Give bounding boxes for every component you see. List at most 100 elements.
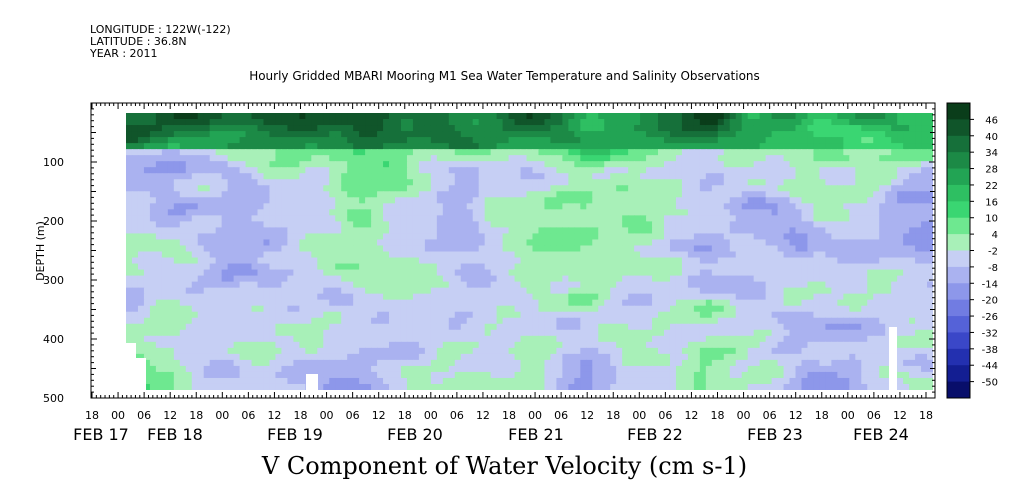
- heatmap-cell: [347, 191, 354, 198]
- heatmap-cell: [843, 113, 850, 120]
- heatmap-cell: [251, 227, 259, 235]
- heatmap-cell: [580, 317, 587, 325]
- heatmap-cell: [305, 173, 312, 180]
- heatmap-cell: [675, 155, 683, 162]
- heatmap-cell: [580, 143, 587, 150]
- heatmap-cell: [927, 191, 933, 198]
- heatmap-cell: [693, 179, 701, 186]
- heatmap-cell: [508, 329, 516, 337]
- heatmap-cell: [239, 113, 247, 120]
- heatmap-cell: [640, 305, 647, 313]
- heatmap-cell: [191, 317, 199, 325]
- heatmap-cell: [550, 299, 557, 307]
- heatmap-cell: [269, 113, 277, 120]
- heatmap-cell: [383, 185, 390, 192]
- heatmap-cell: [293, 191, 300, 198]
- heatmap-cell: [472, 161, 480, 168]
- heatmap-cell: [777, 209, 785, 216]
- heatmap-cell: [311, 269, 318, 277]
- heatmap-cell: [687, 263, 695, 271]
- heatmap-cell: [377, 197, 384, 204]
- heatmap-cell: [556, 293, 563, 301]
- heatmap-cell: [741, 131, 749, 138]
- heatmap-cell: [341, 185, 348, 192]
- heatmap-cell: [305, 245, 312, 253]
- heatmap-cell: [454, 311, 462, 319]
- heatmap-cell: [389, 239, 396, 247]
- heatmap-cell: [861, 293, 868, 301]
- heatmap-cell: [729, 131, 737, 138]
- heatmap-cell: [753, 329, 761, 337]
- heatmap-cell: [885, 137, 892, 144]
- heatmap-cell: [927, 131, 933, 138]
- heatmap-cell: [909, 233, 916, 241]
- heatmap-cell: [556, 251, 563, 259]
- heatmap-cell: [257, 299, 265, 307]
- heatmap-cell: [622, 287, 629, 295]
- heatmap-cell: [514, 191, 522, 198]
- heatmap-cell: [335, 113, 342, 120]
- heatmap-cell: [616, 293, 623, 301]
- heatmap-cell: [484, 317, 492, 325]
- heatmap-cell: [616, 287, 623, 295]
- heatmap-cell: [616, 311, 623, 319]
- heatmap-cell: [269, 293, 277, 301]
- heatmap-cell: [143, 263, 151, 271]
- heatmap-cell: [705, 221, 713, 229]
- heatmap-cell: [550, 119, 557, 126]
- heatmap-cell: [430, 287, 438, 295]
- heatmap-cell: [167, 113, 175, 120]
- heatmap-cell: [819, 161, 826, 168]
- heatmap-cell: [771, 161, 779, 168]
- heatmap-cell: [699, 191, 707, 198]
- heatmap-cell: [454, 245, 462, 253]
- heatmap-cell: [604, 251, 611, 259]
- heatmap-cell: [891, 173, 898, 180]
- heatmap-cell: [448, 233, 456, 241]
- heatmap-cell: [717, 221, 725, 229]
- heatmap-cell: [335, 293, 342, 301]
- heatmap-cell: [239, 203, 247, 210]
- heatmap-cell: [867, 185, 874, 192]
- heatmap-cell: [664, 173, 671, 180]
- heatmap-cell: [383, 137, 390, 144]
- heatmap-cell: [412, 281, 420, 289]
- heatmap-cell: [335, 173, 342, 180]
- heatmap-cell: [233, 137, 241, 144]
- heatmap-cell: [400, 305, 408, 313]
- heatmap-cell: [568, 269, 575, 277]
- heatmap-cell: [562, 299, 569, 307]
- heatmap-cell: [544, 185, 552, 192]
- heatmap-cell: [155, 305, 163, 313]
- heatmap-cell: [765, 209, 773, 216]
- heatmap-cell: [610, 233, 617, 241]
- heatmap-cell: [819, 329, 826, 337]
- heatmap-cell: [574, 269, 581, 277]
- heatmap-cell: [544, 245, 552, 253]
- heatmap-cell: [556, 191, 563, 198]
- heatmap-cell: [305, 323, 312, 331]
- heatmap-cell: [562, 161, 569, 168]
- heatmap-cell: [484, 251, 492, 259]
- heatmap-cell: [490, 185, 498, 192]
- heatmap-cell: [293, 323, 300, 331]
- heatmap-cell: [664, 185, 671, 192]
- heatmap-cell: [652, 245, 659, 253]
- heatmap-cell: [807, 311, 815, 319]
- heatmap-cell: [849, 179, 856, 186]
- heatmap-cell: [412, 125, 420, 132]
- heatmap-cell: [472, 173, 480, 180]
- heatmap-cell: [126, 275, 133, 283]
- heatmap-cell: [191, 311, 199, 319]
- heatmap-cell: [185, 293, 193, 301]
- heatmap-cell: [885, 329, 892, 337]
- heatmap-cell: [813, 299, 821, 307]
- heatmap-cell: [197, 203, 205, 210]
- heatmap-cell: [891, 113, 898, 120]
- heatmap-cell: [191, 287, 199, 295]
- heatmap-cell: [687, 233, 695, 241]
- heatmap-cell: [311, 167, 318, 174]
- heatmap-cell: [317, 203, 324, 210]
- heatmap-cell: [251, 287, 259, 295]
- heatmap-cell: [687, 239, 695, 247]
